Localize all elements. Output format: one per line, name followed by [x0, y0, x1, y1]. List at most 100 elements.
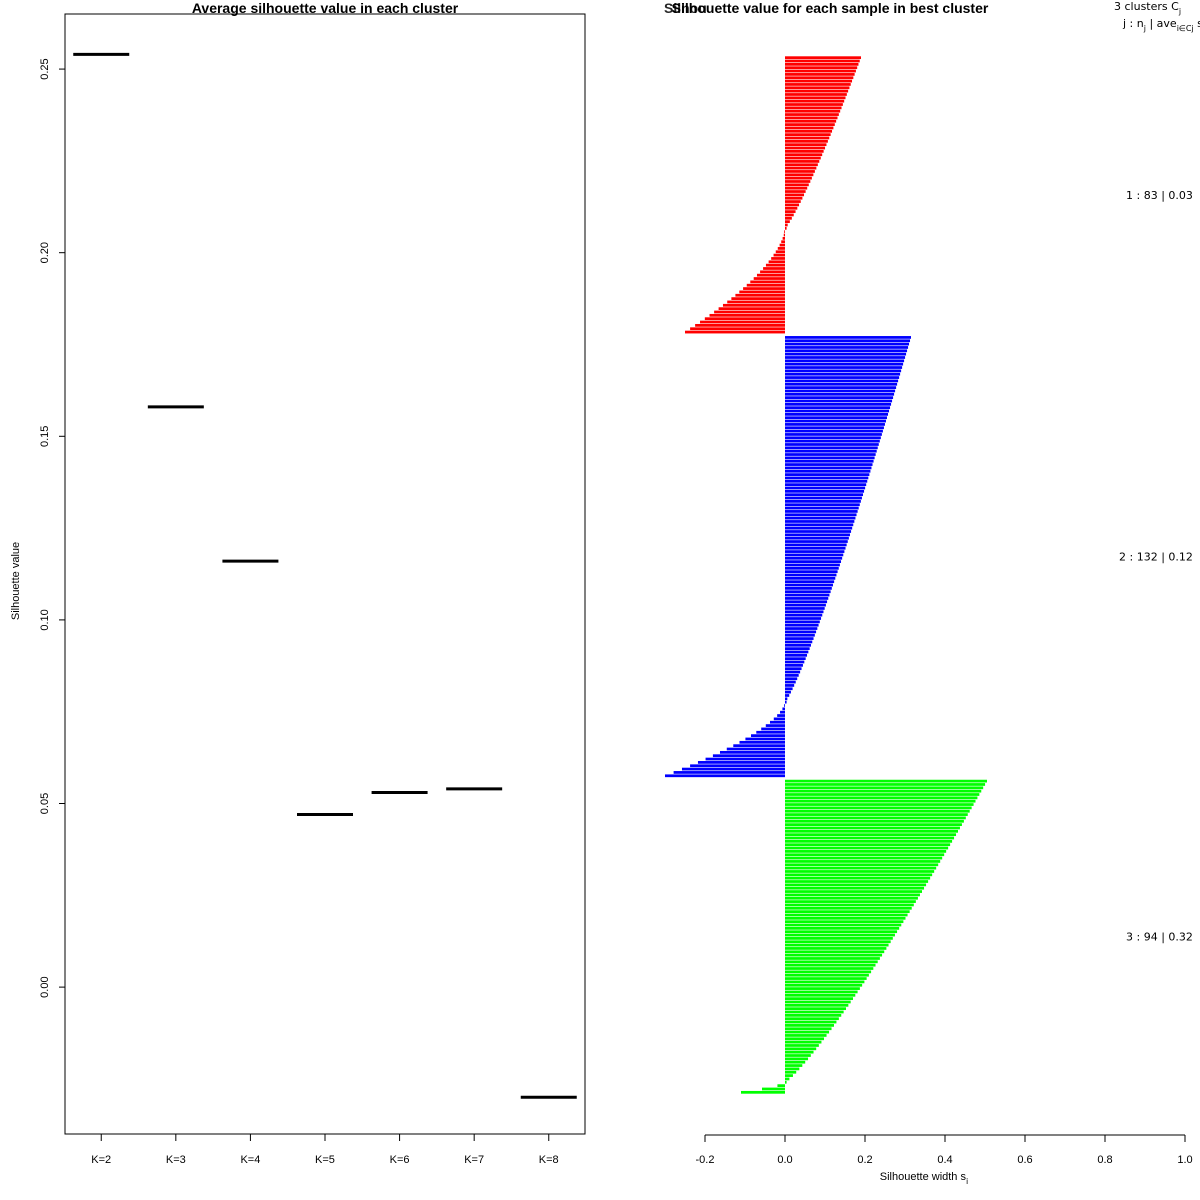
silhouette-bar — [735, 293, 785, 297]
left-x-axis: K=2 K=3 K=4 K=5 K=6 K=7 K=8 — [91, 1133, 559, 1166]
silhouette-bar — [785, 59, 860, 63]
silhouette-bar — [785, 523, 854, 527]
silhouette-bar — [784, 230, 785, 234]
silhouette-bar — [785, 186, 808, 190]
silhouette-bar — [785, 1024, 834, 1027]
silhouette-bar — [775, 250, 785, 254]
right-x-tick-label: 1.0 — [1177, 1154, 1192, 1166]
silhouette-bar — [785, 190, 806, 193]
silhouette-bar — [785, 920, 904, 924]
silhouette-bar — [785, 76, 854, 80]
silhouette-bar — [785, 1054, 811, 1057]
silhouette-bar — [785, 226, 787, 230]
silhouette-bar — [785, 203, 800, 207]
silhouette-bar — [785, 439, 880, 443]
silhouette-bar — [785, 816, 966, 820]
right-x-tick-label: 0.4 — [937, 1154, 952, 1166]
silhouette-bar — [705, 757, 785, 761]
silhouette-bar — [785, 1027, 832, 1031]
right-x-tick-label: 0.0 — [777, 1154, 792, 1166]
silhouette-bar — [783, 233, 785, 237]
silhouette-bar — [785, 819, 964, 823]
silhouette-bar — [785, 56, 861, 60]
silhouette-bar — [785, 700, 787, 704]
silhouette-bar — [785, 1060, 806, 1064]
silhouette-bar — [785, 1013, 842, 1017]
silhouette-bar — [745, 737, 785, 741]
legend-header-1: 3 clusters Cj — [1114, 0, 1181, 16]
silhouette-bar — [785, 520, 855, 523]
silhouette-bar — [712, 754, 785, 758]
silhouette-bar — [743, 287, 785, 290]
silhouette-bar — [785, 139, 828, 143]
silhouette-bar — [785, 950, 885, 954]
right-x-axis: -0.2 0.0 0.2 0.4 0.6 0.8 1.0 — [696, 1134, 1193, 1166]
silhouette-bar — [785, 1044, 819, 1047]
silhouette-bar — [773, 717, 785, 721]
silhouette-bar — [785, 89, 849, 93]
silhouette-bar — [785, 359, 905, 363]
silhouette-bar — [785, 153, 823, 157]
silhouette-bar — [785, 1030, 830, 1034]
silhouette-bar — [785, 466, 872, 470]
silhouette-bar — [785, 803, 974, 806]
silhouette-bar — [785, 206, 798, 210]
silhouette-bar — [756, 273, 785, 277]
silhouette-bar — [785, 916, 906, 920]
silhouette-bar — [785, 680, 796, 684]
cluster-label: 2 : 132 | 0.12 — [1119, 551, 1193, 564]
silhouette-bar — [785, 193, 805, 197]
silhouette-bar — [785, 113, 839, 116]
silhouette-bar — [785, 839, 953, 843]
right-title-overlap: Silhou — [664, 0, 707, 16]
silhouette-bar — [785, 376, 900, 379]
silhouette-bar — [785, 960, 878, 964]
silhouette-bar — [782, 236, 785, 240]
silhouette-bar — [785, 493, 863, 497]
silhouette-bar — [785, 486, 866, 490]
silhouette-bar — [785, 613, 823, 617]
silhouette-bar — [785, 96, 846, 100]
silhouette-bar — [785, 220, 790, 224]
silhouette-bar — [785, 362, 904, 366]
right-x-axis-label: Silhouette width si — [880, 1171, 968, 1186]
silhouette-bar — [785, 540, 848, 543]
silhouette-bar — [714, 310, 785, 314]
silhouette-bar — [785, 389, 896, 393]
left-y-tick-label: 0.00 — [39, 976, 51, 997]
silhouette-bar — [785, 587, 832, 590]
silhouette-bar — [785, 433, 882, 436]
silhouette-bar — [785, 489, 865, 493]
silhouette-bar — [785, 580, 835, 584]
silhouette-bar — [785, 883, 927, 887]
left-x-tick-label: K=6 — [390, 1154, 410, 1166]
silhouette-bar — [769, 720, 785, 724]
silhouette-bar — [785, 1020, 837, 1024]
silhouette-bar — [785, 957, 880, 960]
silhouette-bar — [771, 257, 785, 260]
silhouette-bar — [690, 327, 785, 331]
left-panel: Average silhouette value in each cluster… — [10, 0, 586, 1166]
silhouette-bar — [785, 133, 831, 137]
silhouette-bar — [785, 926, 900, 930]
silhouette-bar — [785, 997, 853, 1001]
silhouette-bar — [785, 216, 792, 220]
silhouette-bar — [785, 657, 806, 661]
silhouette-bar — [785, 990, 858, 994]
silhouette-bar — [785, 336, 911, 339]
silhouette-bar — [773, 253, 785, 257]
silhouette-bar — [785, 823, 962, 826]
silhouette-bar — [785, 352, 907, 356]
cluster-label: 1 : 83 | 0.03 — [1126, 189, 1193, 202]
silhouette-bar — [785, 906, 912, 910]
silhouette-bar — [781, 240, 785, 244]
silhouette-bar — [727, 300, 785, 304]
silhouette-bar — [785, 126, 834, 130]
silhouette-bar — [777, 1084, 785, 1088]
silhouette-bar — [785, 506, 859, 510]
silhouette-bar — [785, 1007, 846, 1011]
silhouette-bar — [785, 449, 877, 453]
silhouette-bar — [785, 799, 976, 803]
silhouette-bar — [785, 496, 862, 500]
silhouette-bar — [739, 290, 785, 294]
